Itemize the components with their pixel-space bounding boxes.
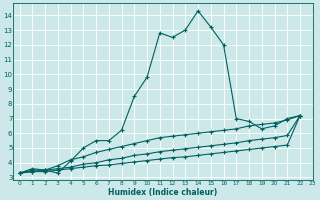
X-axis label: Humidex (Indice chaleur): Humidex (Indice chaleur) <box>108 188 218 197</box>
